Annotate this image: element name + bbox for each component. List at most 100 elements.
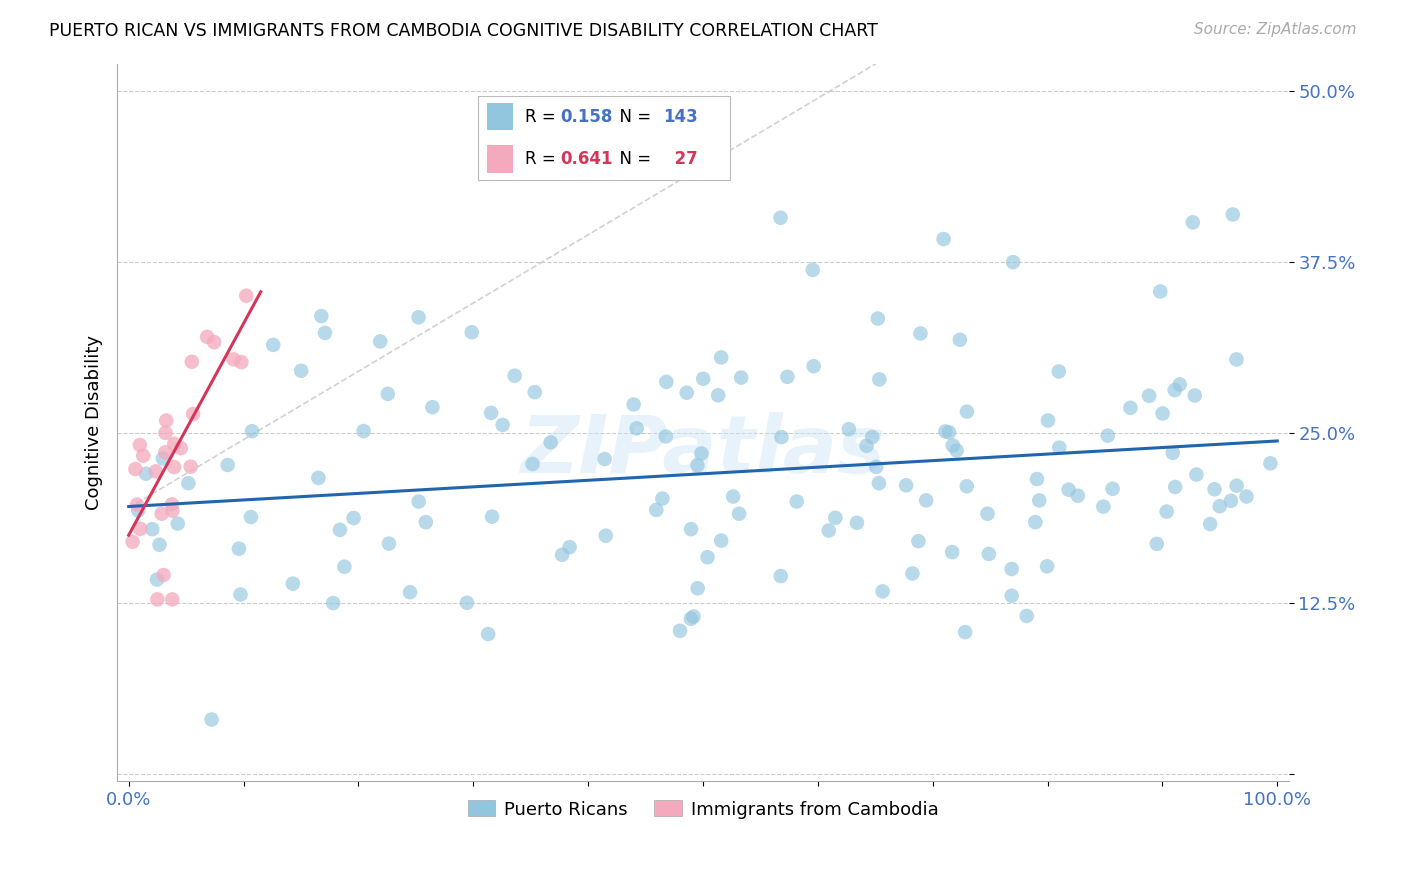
Point — [1156, 504, 1178, 518]
Point — [503, 368, 526, 383]
Point — [1185, 467, 1208, 482]
Point — [1119, 401, 1142, 415]
Point — [262, 338, 284, 352]
Point — [166, 516, 188, 531]
Text: 27: 27 — [664, 150, 697, 168]
Point — [669, 624, 692, 638]
Point — [707, 388, 730, 402]
Point — [162, 592, 184, 607]
Point — [146, 592, 169, 607]
Point — [415, 515, 437, 529]
Point — [180, 459, 202, 474]
Point — [422, 400, 444, 414]
Point — [692, 372, 714, 386]
Point — [129, 522, 152, 536]
Point — [1222, 207, 1244, 221]
Text: 0.641: 0.641 — [560, 150, 613, 168]
Point — [170, 441, 193, 455]
Point — [956, 479, 979, 493]
Text: R =: R = — [524, 108, 561, 126]
Point — [686, 581, 709, 595]
Point — [801, 263, 824, 277]
Point — [333, 559, 356, 574]
Point — [195, 330, 218, 344]
Point — [125, 498, 148, 512]
Point — [941, 545, 963, 559]
Point — [1092, 500, 1115, 514]
Point — [132, 449, 155, 463]
FancyBboxPatch shape — [488, 145, 513, 173]
Point — [932, 232, 955, 246]
Point — [145, 464, 167, 478]
Point — [1149, 285, 1171, 299]
Point — [160, 497, 183, 511]
FancyBboxPatch shape — [488, 103, 513, 130]
Point — [868, 372, 890, 386]
Point — [1204, 483, 1226, 497]
Point — [901, 566, 924, 581]
Point — [408, 494, 430, 508]
Point — [228, 541, 250, 556]
Point — [1164, 383, 1187, 397]
Point — [181, 407, 204, 421]
Point — [1161, 446, 1184, 460]
Point — [1101, 482, 1123, 496]
Point — [229, 588, 252, 602]
Point — [681, 522, 703, 536]
Point — [938, 425, 960, 440]
Point — [907, 534, 929, 549]
Text: Source: ZipAtlas.com: Source: ZipAtlas.com — [1194, 22, 1357, 37]
Point — [655, 375, 678, 389]
Point — [1097, 428, 1119, 442]
Point — [1219, 493, 1241, 508]
Point — [456, 596, 478, 610]
Point — [915, 493, 938, 508]
Point — [141, 522, 163, 536]
Point — [949, 333, 972, 347]
Point — [558, 540, 581, 554]
Legend: Puerto Ricans, Immigrants from Cambodia: Puerto Ricans, Immigrants from Cambodia — [460, 793, 945, 826]
Point — [127, 503, 149, 517]
Text: ZIPatlas: ZIPatlas — [520, 412, 886, 491]
Point — [710, 533, 733, 548]
Point — [155, 425, 177, 440]
Point — [945, 443, 967, 458]
Point — [235, 289, 257, 303]
Point — [675, 385, 697, 400]
Point — [1057, 483, 1080, 497]
Point — [1226, 478, 1249, 492]
Point — [540, 435, 562, 450]
Point — [239, 510, 262, 524]
Point — [1184, 388, 1206, 402]
Point — [1028, 493, 1050, 508]
Point — [845, 516, 868, 530]
Point — [1152, 407, 1174, 421]
Point — [655, 429, 678, 443]
Point — [342, 511, 364, 525]
Point — [866, 311, 889, 326]
Text: N =: N = — [609, 150, 657, 168]
Point — [910, 326, 932, 341]
Point — [1001, 589, 1024, 603]
Point — [128, 438, 150, 452]
Text: 143: 143 — [664, 108, 697, 126]
Point — [1260, 456, 1282, 470]
Point — [155, 413, 177, 427]
Point — [231, 355, 253, 369]
Point — [1236, 490, 1258, 504]
Point — [1047, 364, 1070, 378]
Point — [491, 417, 513, 432]
Point — [682, 609, 704, 624]
Point — [150, 507, 173, 521]
Point — [1024, 515, 1046, 529]
Point — [651, 491, 673, 506]
Point — [162, 504, 184, 518]
Text: N =: N = — [609, 108, 657, 126]
Point — [1168, 377, 1191, 392]
Point — [124, 462, 146, 476]
Point — [942, 438, 965, 452]
Point — [1067, 489, 1090, 503]
Point — [817, 524, 839, 538]
Point — [477, 627, 499, 641]
Point — [686, 458, 709, 473]
